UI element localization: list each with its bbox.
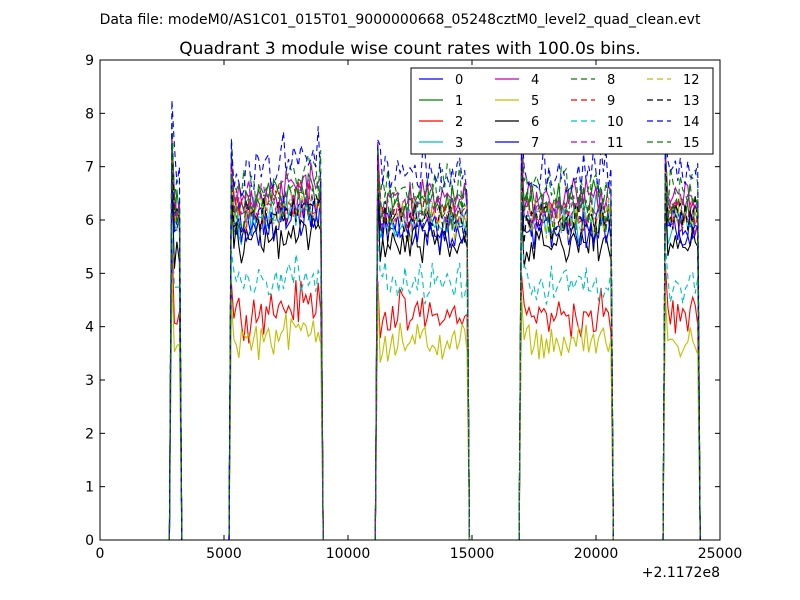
series-line-7 xyxy=(100,164,720,540)
series-line-4 xyxy=(100,134,720,540)
legend-label-11: 11 xyxy=(607,136,624,151)
x-tick-label: 10000 xyxy=(326,546,371,562)
x-tick-label: 5000 xyxy=(206,546,242,562)
series-line-10 xyxy=(100,228,720,540)
y-tick-label: 8 xyxy=(85,106,94,122)
series-line-5 xyxy=(100,275,720,540)
x-tick-label: 0 xyxy=(96,546,105,562)
x-tick-label: 20000 xyxy=(574,546,619,562)
file-suptitle: Data file: modeM0/AS1C01_015T01_90000006… xyxy=(100,12,701,28)
plot-frame xyxy=(99,59,721,541)
legend-label-0: 0 xyxy=(455,73,463,88)
y-tick-label: 1 xyxy=(85,480,94,496)
series-line-13 xyxy=(100,146,720,540)
legend-label-15: 15 xyxy=(683,136,700,151)
legend-label-7: 7 xyxy=(531,136,539,151)
series-layer xyxy=(100,100,720,540)
series-line-8 xyxy=(100,116,720,540)
chart-title: Quadrant 3 module wise count rates with … xyxy=(179,39,640,59)
series-line-11 xyxy=(100,150,720,540)
y-tick-label: 5 xyxy=(85,266,94,282)
y-tick-label: 4 xyxy=(85,320,94,336)
series-line-12 xyxy=(100,152,720,540)
series-line-15 xyxy=(100,143,720,540)
series-line-6 xyxy=(100,174,720,540)
legend-label-1: 1 xyxy=(455,94,463,109)
legend-label-12: 12 xyxy=(683,73,700,88)
x-offset-label: +2.1172e8 xyxy=(642,565,720,581)
y-tick-label: 9 xyxy=(85,53,94,69)
x-tick-label: 25000 xyxy=(698,546,743,562)
y-tick-label: 0 xyxy=(85,533,94,549)
legend-label-14: 14 xyxy=(683,115,700,130)
y-tick-label: 6 xyxy=(85,213,94,229)
legend-box xyxy=(410,67,714,155)
legend-label-9: 9 xyxy=(607,94,615,109)
legend-label-3: 3 xyxy=(455,136,463,151)
legend-label-10: 10 xyxy=(607,115,624,130)
series-line-14 xyxy=(100,100,720,540)
series-line-2 xyxy=(100,238,720,540)
legend-label-6: 6 xyxy=(531,115,539,130)
legend-label-13: 13 xyxy=(683,94,700,109)
y-tick-label: 3 xyxy=(85,373,94,389)
legend-label-8: 8 xyxy=(607,73,615,88)
legend-label-2: 2 xyxy=(455,115,463,130)
legend-label-5: 5 xyxy=(531,94,539,109)
y-tick-label: 7 xyxy=(85,160,94,176)
y-tick-label: 2 xyxy=(85,426,94,442)
x-tick-label: 15000 xyxy=(450,546,495,562)
legend-label-4: 4 xyxy=(531,73,539,88)
